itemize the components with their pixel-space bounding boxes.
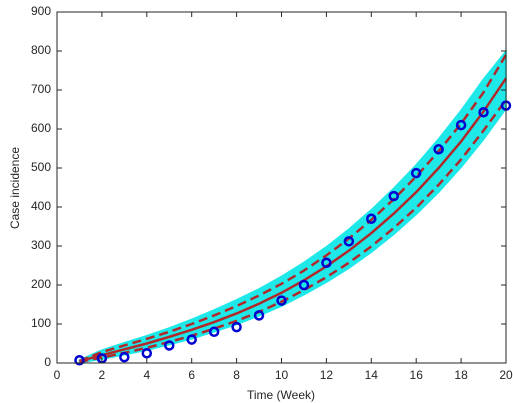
data-point	[478, 106, 489, 118]
data-point	[455, 119, 467, 131]
data-point	[410, 167, 422, 179]
x-tick-label: 10	[275, 368, 289, 382]
data-point	[231, 321, 242, 333]
data-point	[119, 351, 130, 363]
y-tick-label: 200	[31, 277, 51, 291]
x-tick-label: 2	[99, 368, 106, 382]
data-point	[164, 340, 175, 351]
y-axis-label: Case incidence	[8, 147, 22, 229]
x-tick-label: 16	[410, 368, 424, 382]
x-tick-label: 20	[499, 368, 513, 382]
data-point	[298, 279, 310, 291]
y-tick-label: 900	[31, 4, 51, 18]
y-tick-label: 0	[44, 355, 51, 369]
y-tick-label: 300	[31, 238, 51, 252]
y-tick-label: 500	[31, 160, 51, 174]
data-point	[343, 236, 355, 247]
bound-line	[79, 99, 508, 364]
y-tick-label: 600	[31, 121, 51, 135]
data-point	[74, 355, 85, 366]
x-tick-label: 0	[54, 368, 61, 382]
data-point	[141, 348, 153, 359]
x-tick-label: 6	[188, 368, 195, 382]
data-point	[276, 295, 287, 306]
data-point	[208, 326, 220, 338]
x-tick-label: 18	[454, 368, 468, 382]
x-tick-label: 4	[143, 368, 150, 382]
data-point	[321, 257, 332, 269]
data-point	[366, 213, 377, 224]
bound-line	[78, 54, 508, 363]
y-tick-label: 700	[31, 82, 51, 96]
data-point	[433, 144, 444, 155]
simulation-band	[78, 48, 507, 364]
x-tick-label: 12	[320, 368, 334, 382]
x-tick-label: 14	[365, 368, 379, 382]
data-point	[388, 190, 399, 202]
data-point	[186, 334, 197, 345]
fit-line	[79, 77, 508, 363]
y-tick-label: 400	[31, 199, 51, 213]
x-axis-label: Time (Week)	[247, 388, 315, 402]
x-tick-label: 8	[233, 368, 240, 382]
data-point	[253, 310, 265, 321]
y-tick-label: 100	[31, 316, 51, 330]
y-tick-label: 800	[31, 43, 51, 57]
